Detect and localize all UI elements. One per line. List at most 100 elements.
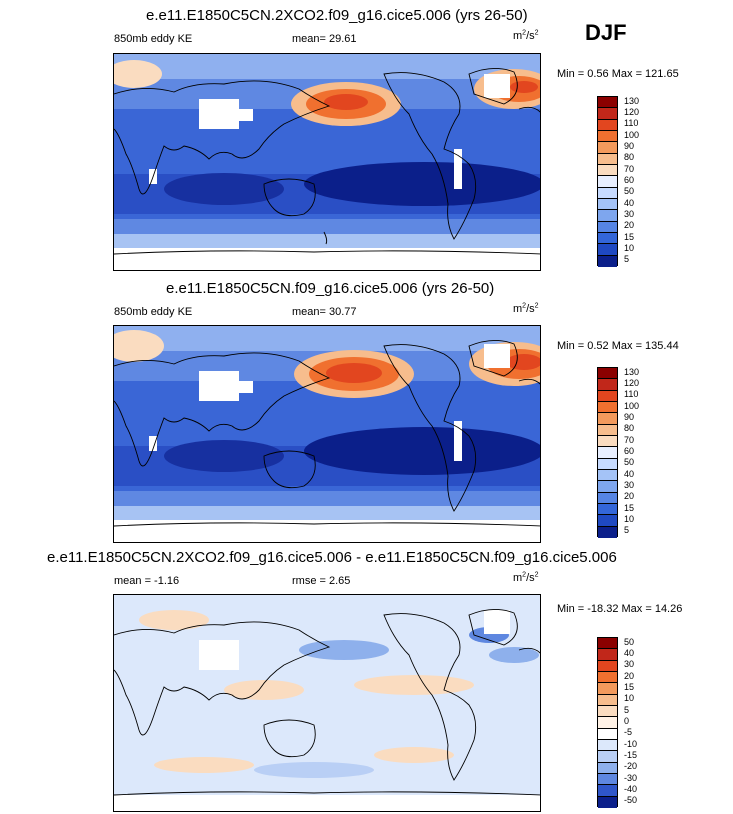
panel2-colorbar-label: 5: [624, 525, 630, 536]
panel3-colorbar-label: 50: [624, 636, 635, 647]
panel3-colorbar-label: 10: [624, 693, 635, 704]
panel2-colorbar-label: 110: [624, 389, 639, 400]
panel3-colorbar-label: -30: [624, 772, 638, 783]
panel1-colorbar: [597, 96, 618, 267]
panel3-colorbar-label: -20: [624, 761, 638, 772]
panel2-colorbar-cell: [598, 492, 617, 504]
panel1-colorbar-cell: [598, 130, 617, 143]
panel1-colorbar-cell: [598, 97, 617, 109]
panel2-colorbar-cell: [598, 401, 617, 414]
panel3-colorbar-cell: [598, 717, 617, 729]
panel2-colorbar-label: 40: [624, 468, 635, 479]
panel3-units: m2/s2: [513, 571, 539, 584]
panel2-colorbar-cell: [598, 390, 617, 402]
panel1-left-label: 850mb eddy KE: [114, 33, 193, 45]
season-label: DJF: [585, 20, 627, 45]
panel3-colorbar-cell: [598, 671, 617, 684]
panel3-colorbar-label: 30: [624, 659, 635, 670]
panel3-map: [113, 594, 541, 812]
panel2-map: [113, 325, 541, 543]
panel2-colorbar-label: 15: [624, 502, 635, 513]
panel3-colorbar-label: -40: [624, 783, 638, 794]
panel2-colorbar-label: 130: [624, 366, 640, 377]
panel3-map-field: [114, 595, 540, 811]
panel3-colorbar-label: 40: [624, 647, 635, 658]
panel2-colorbar-cell: [598, 458, 617, 470]
panel2-colorbar-cell: [598, 526, 617, 538]
panel3-colorbar-cell: [598, 739, 617, 752]
panel2-colorbar-label: 80: [624, 423, 635, 434]
panel1-colorbar-cell: [598, 221, 617, 233]
panel3-mean: mean = -1.16: [114, 575, 180, 587]
panel1-colorbar-label: 10: [624, 242, 635, 253]
panel2-colorbar-cell: [598, 379, 617, 391]
panel2-colorbar-cell: [598, 424, 617, 436]
panel1-colorbar-cell: [598, 198, 617, 211]
panel1-colorbar-label: 120: [624, 106, 640, 117]
panel1-colorbar-cell: [598, 176, 617, 188]
panel3-colorbar-label: 20: [624, 670, 635, 681]
panel3-colorbar-cell: [598, 705, 617, 718]
panel1-colorbar-cell: [598, 255, 617, 267]
panel1-colorbar-label: 110: [624, 118, 639, 129]
panel1-map-field: [114, 54, 540, 270]
panel1-colorbar-label: 100: [624, 129, 640, 140]
panel1-colorbar-label: 5: [624, 254, 630, 265]
panel1-colorbar-cell: [598, 142, 617, 154]
panel2-colorbar-label: 10: [624, 513, 635, 524]
panel1-colorbar-cell: [598, 164, 617, 177]
panel2-minmax: Min = 0.52 Max = 135.44: [557, 340, 679, 352]
panel3-colorbar-cell: [598, 694, 617, 706]
panel1-minmax: Min = 0.56 Max = 121.65: [557, 68, 679, 80]
panel3-colorbar-cell: [598, 762, 617, 774]
panel1-colorbar-cell: [598, 108, 617, 120]
panel2-colorbar-cell: [598, 368, 617, 380]
panel1-colorbar-cell: [598, 119, 617, 131]
panel3-minmax: Min = -18.32 Max = 14.26: [557, 603, 683, 615]
panel1-colorbar-label: 80: [624, 152, 635, 163]
panel1-units: m2/s2: [513, 29, 539, 42]
panel3-colorbar: [597, 637, 618, 808]
panel1-colorbar-label: 30: [624, 208, 635, 219]
panel3-colorbar-label: -15: [624, 749, 638, 760]
panel2-colorbar-label: 30: [624, 479, 635, 490]
panel3-colorbar-cell: [598, 728, 617, 740]
panel3-colorbar-cell: [598, 649, 617, 661]
panel2-left-label: 850mb eddy KE: [114, 306, 193, 318]
panel1-colorbar-label: 60: [624, 174, 635, 185]
panel2-colorbar-cell: [598, 413, 617, 425]
panel2-colorbar-label: 120: [624, 377, 640, 388]
panel3-colorbar-label: -50: [624, 795, 638, 806]
panel1-colorbar-label: 50: [624, 186, 635, 197]
panel1-colorbar-cell: [598, 153, 617, 165]
panel1-colorbar-label: 40: [624, 197, 635, 208]
panel1-colorbar-label: 90: [624, 140, 635, 151]
panel3-colorbar-label: 15: [624, 681, 635, 692]
panel3-colorbar-label: 5: [624, 704, 630, 715]
panel3-colorbar-cell: [598, 796, 617, 808]
panel2-colorbar-label: 90: [624, 411, 635, 422]
panel3-colorbar-cell: [598, 660, 617, 672]
panel2-map-field: [114, 326, 540, 542]
panel2-colorbar-label: 50: [624, 457, 635, 468]
panel1-colorbar-cell: [598, 244, 617, 256]
panel1-colorbar-cell: [598, 232, 617, 245]
panel2-colorbar-cell: [598, 469, 617, 482]
panel3-colorbar-cell: [598, 683, 617, 695]
panel3-title: e.e11.E1850C5CN.2XCO2.f09_g16.cice5.006 …: [47, 549, 617, 566]
panel2-colorbar-label: 70: [624, 434, 635, 445]
panel3-colorbar-label: -5: [624, 727, 633, 738]
panel3-rmse: rmse = 2.65: [292, 575, 351, 587]
panel1-colorbar-label: 20: [624, 220, 635, 231]
panel2-colorbar-label: 20: [624, 491, 635, 502]
panel1-mean: mean= 29.61: [292, 33, 357, 45]
panel1-colorbar-label: 130: [624, 95, 640, 106]
panel1-title: e.e11.E1850C5CN.2XCO2.f09_g16.cice5.006 …: [146, 7, 528, 24]
panel2-colorbar-label: 60: [624, 445, 635, 456]
panel1-colorbar-label: 15: [624, 231, 635, 242]
panel1-map: [113, 53, 541, 271]
panel3-colorbar-label: 0: [624, 715, 630, 726]
panel2-colorbar-cell: [598, 447, 617, 459]
panel1-colorbar-cell: [598, 210, 617, 222]
panel1-colorbar-cell: [598, 187, 617, 199]
